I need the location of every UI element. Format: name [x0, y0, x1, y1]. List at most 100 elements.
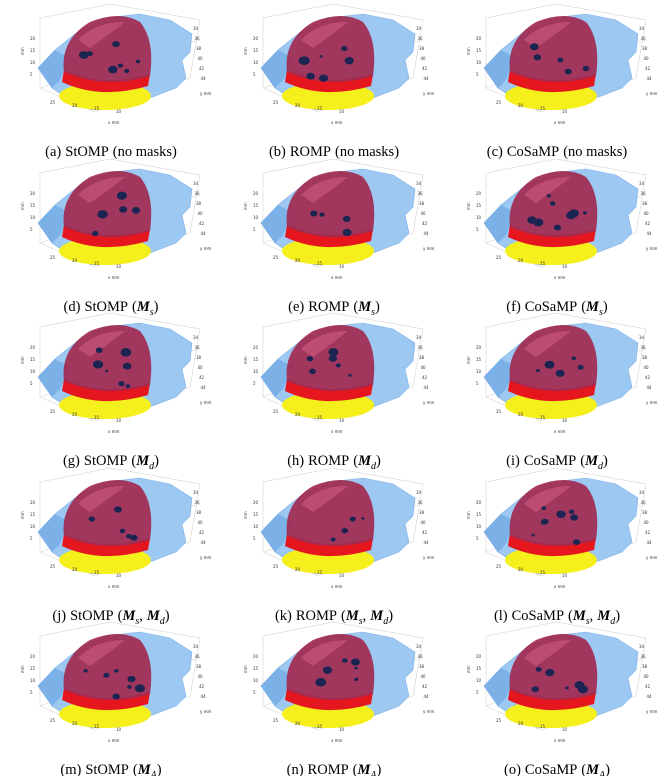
- z-tick-label: 20: [253, 654, 259, 659]
- y-tick-label: 44: [424, 540, 430, 545]
- y-tick-label: 36: [195, 654, 201, 659]
- surface-plot: 2015105mm25201510x mm343638404244y mm: [446, 0, 668, 140]
- y-axis-label: y mm: [200, 555, 212, 560]
- defect-spot: [531, 686, 538, 692]
- defect-spot: [323, 666, 332, 673]
- x-axis-label: x mm: [108, 429, 120, 434]
- y-tick-label: 38: [196, 201, 202, 206]
- y-tick-label: 42: [422, 66, 428, 71]
- math-symbol: MA: [358, 762, 377, 776]
- x-tick-label: 15: [540, 415, 546, 420]
- box-edge: [486, 468, 556, 482]
- subfigure: 2015105mm25201510x mm343638404244y mm(j)…: [0, 464, 222, 619]
- y-tick-label: 40: [644, 674, 650, 679]
- box-edge: [486, 4, 556, 18]
- y-tick-label: 38: [419, 664, 425, 669]
- box-edge: [40, 313, 110, 327]
- defect-spot: [556, 510, 565, 518]
- y-tick-label: 44: [201, 231, 207, 236]
- x-tick-label: 15: [317, 415, 323, 420]
- y-tick-label: 44: [647, 694, 653, 699]
- x-axis-label: x mm: [108, 738, 120, 743]
- caption-text: StOMP: [85, 762, 129, 776]
- y-tick-label: 34: [416, 181, 422, 186]
- y-axis-label: y mm: [423, 400, 435, 405]
- x-tick-label: 20: [295, 103, 301, 108]
- y-tick-label: 40: [644, 56, 650, 61]
- subfigure: 2015105mm25201510x mm343638404244y mm(k)…: [223, 464, 445, 619]
- defect-spot: [103, 673, 109, 678]
- y-tick-label: 44: [647, 540, 653, 545]
- y-tick-label: 40: [644, 520, 650, 525]
- defect-spot: [123, 363, 132, 370]
- x-axis-label: x mm: [554, 429, 566, 434]
- y-tick-label: 44: [424, 694, 430, 699]
- math-symbol: MA: [586, 762, 605, 776]
- y-tick-label: 38: [642, 46, 648, 51]
- x-tick-label: 20: [518, 258, 524, 263]
- x-tick-label: 25: [496, 255, 502, 260]
- caption-text: (n): [287, 762, 304, 776]
- defect-spot: [557, 58, 563, 63]
- z-tick-label: 15: [476, 203, 482, 208]
- y-tick-label: 34: [193, 26, 199, 31]
- y-axis-label: y mm: [200, 400, 212, 405]
- math-base: M: [138, 762, 151, 776]
- y-tick-label: 44: [647, 76, 653, 81]
- z-tick-label: 10: [30, 60, 36, 65]
- surface-plot: 2015105mm25201510x mm343638404244y mm: [0, 618, 222, 758]
- x-tick-label: 10: [116, 418, 122, 423]
- x-tick-label: 25: [496, 409, 502, 414]
- z-tick-label: 20: [476, 654, 482, 659]
- defect-spot: [530, 43, 539, 50]
- defect-spot: [319, 212, 324, 216]
- x-tick-label: 15: [94, 570, 100, 575]
- x-tick-label: 15: [94, 106, 100, 111]
- defect-spot: [341, 46, 347, 51]
- subfigure: 2015105mm25201510x mm343638404244y mm(l)…: [446, 464, 668, 619]
- y-axis-label: y mm: [646, 709, 658, 714]
- y-tick-label: 36: [195, 500, 201, 505]
- x-tick-label: 15: [94, 415, 100, 420]
- x-tick-label: 20: [72, 258, 78, 263]
- y-tick-label: 34: [193, 490, 199, 495]
- z-tick-label: 15: [253, 48, 259, 53]
- x-axis-label: x mm: [108, 120, 120, 125]
- y-tick-label: 38: [196, 664, 202, 669]
- z-tick-label: 20: [253, 191, 259, 196]
- caption-text: ): [377, 762, 382, 776]
- defect-spot: [120, 528, 126, 533]
- z-tick-label: 10: [30, 678, 36, 683]
- z-tick-label: 5: [476, 381, 479, 386]
- defect-spot: [545, 669, 554, 676]
- z-axis-label: mm: [243, 202, 248, 210]
- math-base: M: [586, 762, 599, 776]
- subfigure: 2015105mm25201510x mm343638404244y mm(f)…: [446, 155, 668, 310]
- defect-spot: [328, 348, 338, 356]
- z-tick-label: 5: [30, 690, 33, 695]
- z-axis-label: mm: [20, 356, 25, 364]
- caption-text: (m): [60, 762, 81, 776]
- y-axis-label: y mm: [423, 555, 435, 560]
- y-tick-label: 36: [641, 345, 647, 350]
- defect-spot: [114, 506, 122, 512]
- x-axis-label: x mm: [554, 275, 566, 280]
- y-tick-label: 38: [642, 664, 648, 669]
- defect-spot: [574, 681, 584, 689]
- y-tick-label: 42: [645, 375, 651, 380]
- y-tick-label: 34: [416, 26, 422, 31]
- x-tick-label: 10: [116, 573, 122, 578]
- defect-spot: [565, 69, 572, 75]
- x-axis-label: x mm: [108, 275, 120, 280]
- z-axis-label: mm: [20, 202, 25, 210]
- y-axis-label: y mm: [646, 555, 658, 560]
- x-tick-label: 10: [562, 264, 568, 269]
- y-tick-label: 36: [195, 36, 201, 41]
- z-tick-label: 15: [253, 512, 259, 517]
- z-tick-label: 20: [253, 345, 259, 350]
- z-tick-label: 20: [30, 345, 36, 350]
- box-edge: [263, 468, 333, 482]
- defect-spot: [547, 194, 551, 197]
